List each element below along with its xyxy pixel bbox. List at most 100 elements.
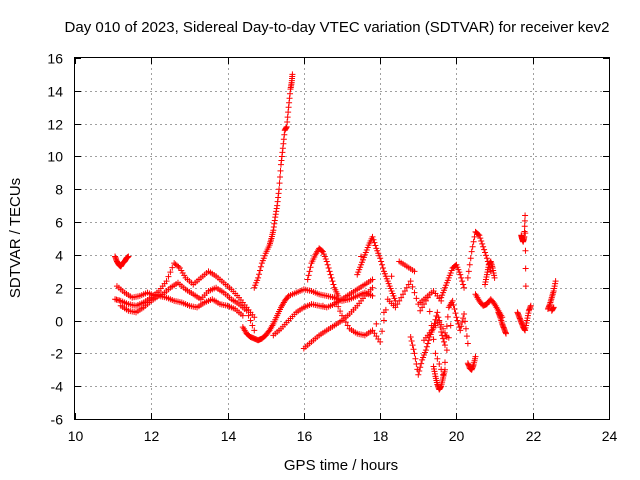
data-point: [372, 242, 379, 249]
data-point: [491, 274, 498, 281]
data-point: [522, 283, 529, 290]
y-tick-label: 0: [55, 314, 63, 330]
data-series: [112, 260, 258, 321]
data-point: [318, 247, 325, 254]
y-tick-label: 4: [55, 248, 63, 264]
data-series: [112, 253, 132, 270]
data-points: [112, 71, 559, 393]
data-series: [300, 284, 376, 352]
data-point: [305, 272, 312, 279]
data-point: [380, 265, 387, 272]
data-point: [450, 301, 457, 308]
data-point: [503, 330, 510, 337]
data-series: [544, 278, 559, 314]
data-point: [440, 325, 447, 332]
data-series: [482, 258, 498, 288]
x-tick-label: 18: [373, 428, 389, 444]
data-point: [239, 312, 246, 319]
data-point: [251, 327, 258, 334]
data-point: [521, 223, 528, 230]
x-axis-title: GPS time / hours: [284, 457, 398, 474]
data-point: [371, 239, 378, 246]
data-point: [377, 338, 384, 345]
data-point: [289, 71, 296, 78]
data-point: [409, 342, 416, 349]
data-point: [358, 253, 365, 260]
data-point: [409, 283, 416, 290]
data-point: [306, 268, 313, 275]
data-series: [464, 353, 479, 373]
data-point: [325, 265, 332, 272]
x-tick-label: 16: [297, 428, 313, 444]
data-point: [443, 333, 450, 340]
y-tick-label: -4: [51, 379, 64, 395]
data-point: [421, 301, 428, 308]
grid: [75, 58, 609, 419]
x-tick-label: 12: [144, 428, 160, 444]
data-point: [411, 289, 418, 296]
data-point: [329, 278, 336, 285]
data-point: [522, 265, 529, 272]
data-series: [117, 292, 246, 319]
data-point: [465, 268, 472, 275]
data-series: [430, 363, 448, 393]
data-point: [379, 261, 386, 268]
data-point: [410, 346, 417, 353]
data-point: [396, 297, 403, 304]
data-point: [522, 247, 529, 254]
data-point: [417, 364, 424, 371]
data-point: [527, 302, 534, 309]
data-point: [461, 284, 468, 291]
data-point: [461, 310, 468, 317]
data-point: [447, 322, 454, 329]
data-point: [434, 309, 441, 316]
data-point: [165, 273, 172, 280]
data-point: [327, 271, 334, 278]
data-point: [415, 371, 422, 378]
data-point: [469, 243, 476, 250]
data-point: [457, 271, 464, 278]
y-tick-label: 6: [55, 215, 63, 231]
data-series: [464, 228, 494, 281]
data-point: [458, 274, 465, 281]
data-series: [251, 71, 296, 291]
data-point: [175, 263, 182, 270]
data-point: [464, 274, 471, 281]
data-point: [251, 314, 258, 321]
data-point: [479, 240, 486, 247]
data-point: [522, 230, 529, 237]
data-point: [326, 268, 333, 275]
data-point: [521, 233, 528, 240]
data-point: [435, 314, 442, 321]
data-point: [480, 243, 487, 250]
data-point: [411, 268, 418, 275]
data-point: [422, 347, 429, 354]
data-point: [373, 320, 380, 327]
axis-ticks: [75, 58, 610, 420]
data-point: [453, 314, 460, 321]
data-point: [339, 312, 345, 319]
data-point: [459, 278, 466, 285]
data-point: [472, 353, 479, 360]
data-point: [340, 315, 347, 322]
data-point: [169, 264, 176, 271]
data-point: [476, 232, 483, 239]
y-tick-label: -6: [51, 412, 64, 428]
data-point: [417, 307, 424, 314]
x-tick-label: 22: [526, 428, 542, 444]
data-point: [475, 231, 482, 238]
data-point: [466, 261, 473, 268]
data-point: [424, 340, 431, 347]
data-point: [443, 323, 450, 330]
plot-frame: [74, 57, 610, 420]
data-point: [377, 255, 384, 262]
data-point: [432, 350, 439, 357]
data-point: [478, 237, 485, 244]
data-point: [256, 267, 263, 274]
x-tick-label: 10: [68, 428, 84, 444]
data-point: [451, 306, 458, 313]
data-point: [335, 292, 342, 299]
data-point: [388, 273, 395, 280]
data-point: [304, 276, 311, 283]
